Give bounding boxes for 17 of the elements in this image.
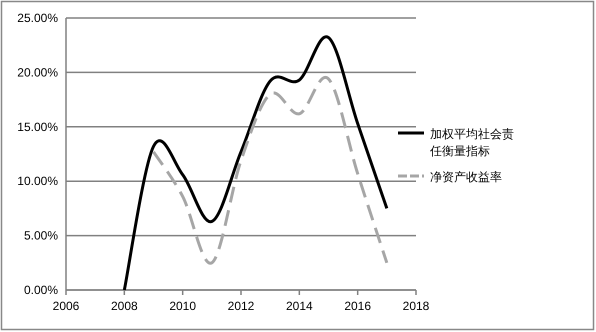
- line-series: [122, 36, 388, 292]
- x-tick-label: 2008: [110, 299, 138, 313]
- y-tick-label: 0.00%: [24, 283, 58, 297]
- y-tick-label: 5.00%: [24, 228, 58, 243]
- y-tick-label: 10.00%: [17, 174, 58, 188]
- x-tick-label: 2012: [228, 299, 255, 313]
- legend-label: 净资产收益率: [430, 170, 502, 184]
- y-tick-label: 25.00%: [17, 11, 58, 25]
- y-tick-label: 15.00%: [17, 120, 58, 134]
- legend-label: 加权平均社会责任衡量指标: [429, 127, 514, 158]
- x-tick-label: 2014: [286, 299, 314, 313]
- y-tick-label: 20.00%: [17, 65, 58, 80]
- x-tick-label: 2018: [402, 299, 430, 313]
- x-tick-label: 2016: [344, 299, 372, 313]
- line-series: [152, 76, 388, 264]
- x-tick-label: 2006: [52, 299, 80, 313]
- x-tick-label: 2010: [169, 299, 196, 313]
